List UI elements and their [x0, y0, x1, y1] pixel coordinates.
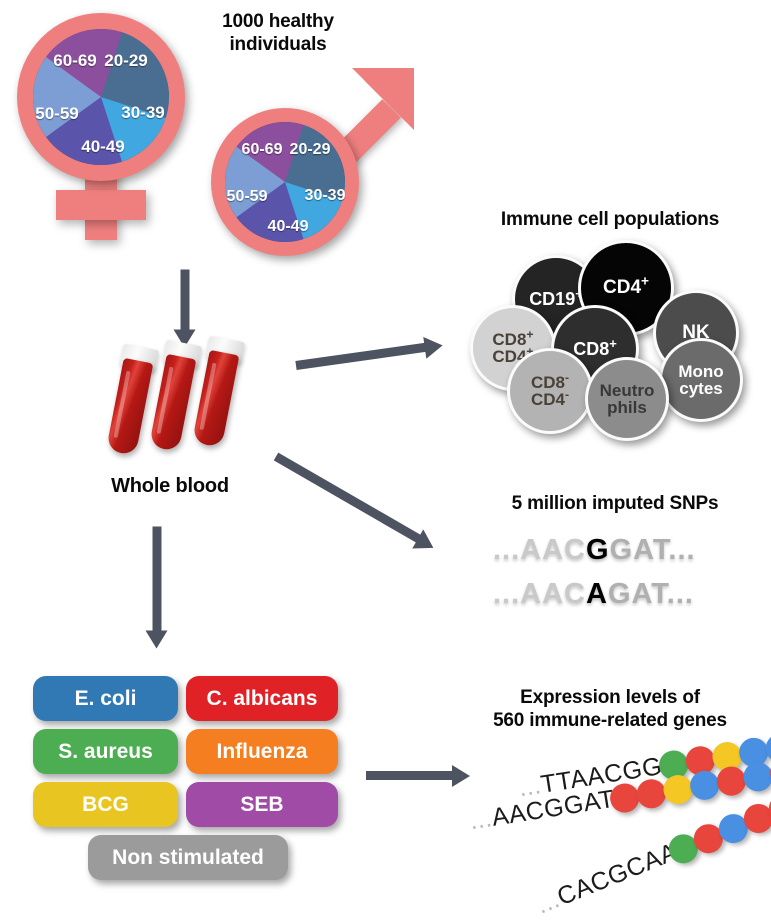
arrow-shaft	[273, 452, 423, 544]
cohort-title: 1000 healthy individuals	[178, 10, 378, 56]
male-pie-label-40-49: 40-49	[267, 218, 309, 235]
snp-variant-base: A	[586, 578, 608, 610]
whole-blood-group	[105, 335, 278, 468]
stimulus-label: S. aureus	[58, 739, 153, 763]
blood-tube	[105, 343, 159, 456]
stimulus-label: C. albicans	[206, 686, 318, 710]
arrow-shaft	[180, 269, 190, 332]
cohort-title-line-2: individuals	[229, 34, 327, 55]
immune-cell-label: CD8- CD4-	[530, 370, 570, 409]
rna-bead	[661, 772, 695, 806]
rna-bead	[687, 768, 722, 802]
female-pie-label-30-39: 30-39	[121, 103, 165, 122]
immune-cells-title: Immune cell populations	[500, 209, 720, 230]
male-pie-label-30-39: 30-39	[304, 187, 346, 204]
rna-bead	[634, 776, 668, 810]
immune-cell-cd8cd4[interactable]: CD8- CD4-	[507, 348, 593, 434]
rna-sequence-text: ...CACGCAA	[532, 837, 682, 920]
arrow-stimuli-to-expression	[366, 764, 470, 787]
immune-cell-label: CD19+	[529, 287, 583, 309]
expression-title-line-2: 560 immune-related genes	[493, 710, 727, 731]
stimulus-label: BCG	[82, 792, 129, 816]
arrow-head	[146, 630, 168, 649]
arrow-blood-to-stimuli	[146, 526, 168, 649]
male-pie-label-60-69: 60-69	[241, 141, 283, 158]
female-pie-label-20-29: 20-29	[104, 51, 148, 70]
arrow-blood-to-snps	[273, 452, 440, 558]
immune-cell-label: Neutro phils	[599, 380, 655, 417]
stimulus-label: SEB	[240, 792, 284, 816]
male-symbol: 20-29 30-39 40-49 50-59 60-69	[205, 68, 420, 256]
rna-bead	[714, 764, 748, 798]
snp-prefix: ...AAC	[493, 578, 586, 610]
female-stem-horizontal	[56, 190, 146, 220]
stimulus-label: E. coli	[74, 686, 137, 710]
arrow-head	[423, 334, 445, 359]
stimulus-influenza[interactable]: Influenza	[186, 729, 338, 774]
rna-sequence-text: ...AACGGAT	[467, 784, 617, 836]
expression-title-line-1: Expression levels of	[520, 687, 700, 708]
female-pie-label-60-69: 60-69	[53, 51, 97, 70]
immune-cell-label: Mono cytes	[678, 361, 724, 398]
stimulus-nonstimulated[interactable]: Non stimulated	[88, 835, 288, 880]
female-pie-label-50-59: 50-59	[35, 104, 79, 123]
immune-cell-label: CD8+	[573, 335, 617, 359]
snp-sequence-2: ...AACAGAT...	[493, 578, 694, 611]
snp-sequence-1: ...AACGGAT...	[493, 534, 696, 567]
arrow-cohort-to-blood	[174, 269, 196, 348]
immune-cell-label: NK	[682, 322, 710, 344]
immune-cell-neutrophils[interactable]: Neutro phils	[585, 357, 669, 441]
expression-title: Expression levels of 560 immune-related …	[455, 686, 765, 732]
stimulus-bcg[interactable]: BCG	[33, 782, 178, 827]
snp-prefix: ...AAC	[493, 534, 586, 566]
male-pie-label-20-29: 20-29	[289, 141, 331, 158]
whole-blood-label: Whole blood	[111, 475, 229, 497]
stimulus-seb[interactable]: SEB	[186, 782, 338, 827]
cohort-title-line-1: 1000 healthy	[222, 11, 334, 32]
rna-bead	[741, 759, 771, 793]
arrow-blood-to-immune	[295, 334, 445, 370]
female-symbol: 20-29 30-39 40-49 50-59 60-69	[8, 8, 198, 240]
male-pie-label-50-59: 50-59	[226, 188, 268, 205]
stimulus-label: Influenza	[216, 739, 308, 763]
immune-cell-monocytes[interactable]: Mono cytes	[659, 338, 743, 422]
female-pie-label-40-49: 40-49	[81, 137, 125, 156]
stimulus-label: Non stimulated	[112, 845, 264, 869]
stimulus-ecoli[interactable]: E. coli	[33, 676, 178, 721]
snp-suffix: GAT...	[607, 578, 694, 610]
immune-cell-label: CD4+	[603, 273, 649, 299]
stimulus-calbicans[interactable]: C. albicans	[186, 676, 338, 721]
snp-suffix: GAT...	[609, 534, 696, 566]
stimulus-saureus[interactable]: S. aureus	[33, 729, 178, 774]
arrow-shaft	[152, 526, 162, 633]
arrow-head	[452, 764, 470, 787]
snp-variant-base: G	[586, 534, 610, 566]
arrow-shaft	[366, 771, 454, 780]
arrow-shaft	[295, 342, 428, 370]
snps-title: 5 million imputed SNPs	[511, 493, 719, 514]
